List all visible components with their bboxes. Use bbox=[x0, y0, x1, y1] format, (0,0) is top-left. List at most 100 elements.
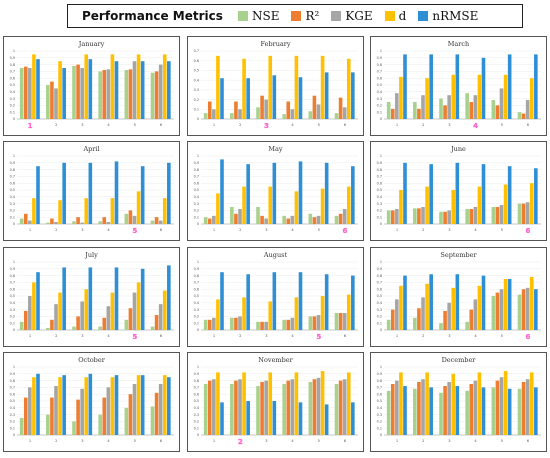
bar bbox=[124, 407, 129, 435]
x-tick-label: 1 bbox=[212, 228, 214, 232]
bar bbox=[241, 372, 246, 435]
bar bbox=[529, 183, 534, 225]
bar bbox=[529, 276, 534, 330]
bar bbox=[207, 319, 212, 330]
bar bbox=[421, 95, 425, 119]
chart-svg: January 0 0.1 0.2 0.3 0.4 0.5 0.6 0.7 0.8 0.9 1 1 2 3 4… bbox=[10, 40, 174, 130]
bar bbox=[124, 319, 129, 330]
bar bbox=[229, 317, 234, 330]
x-tick-label: 4 bbox=[107, 123, 110, 127]
x-tick-label: 2 bbox=[55, 123, 57, 127]
bar bbox=[58, 200, 62, 225]
bar bbox=[229, 207, 234, 225]
bar bbox=[132, 383, 137, 435]
bar bbox=[19, 417, 24, 435]
bar bbox=[455, 385, 460, 435]
y-tick-label: 0.9 bbox=[193, 161, 198, 165]
bar bbox=[534, 54, 538, 119]
bar bbox=[534, 288, 538, 330]
bar bbox=[106, 69, 111, 119]
y-tick-label: 0.7 bbox=[10, 70, 15, 74]
bar bbox=[350, 402, 355, 435]
bar bbox=[477, 372, 482, 435]
bar bbox=[72, 421, 76, 435]
highlight-tick-label: 6 bbox=[525, 333, 530, 341]
bar bbox=[259, 95, 264, 119]
bar bbox=[525, 202, 530, 225]
x-tick-label: 4 bbox=[474, 439, 477, 443]
bar bbox=[451, 287, 456, 330]
bar bbox=[443, 310, 447, 330]
bar bbox=[517, 112, 522, 119]
y-tick-label: 0.2 bbox=[10, 419, 15, 423]
bar bbox=[110, 54, 115, 119]
y-tick-label: 0.9 bbox=[10, 56, 15, 60]
bar bbox=[219, 159, 224, 225]
x-tick-label: 4 bbox=[107, 228, 110, 232]
y-tick-label: 0.4 bbox=[377, 406, 382, 410]
bar bbox=[298, 77, 302, 119]
bar bbox=[76, 64, 80, 119]
bar bbox=[237, 209, 242, 225]
bar bbox=[28, 68, 32, 119]
bar bbox=[342, 312, 346, 330]
x-tick-label: 5 bbox=[501, 123, 503, 127]
bar bbox=[395, 380, 399, 435]
bar bbox=[521, 203, 526, 225]
x-tick-label: 4 bbox=[291, 228, 294, 232]
bar bbox=[255, 321, 260, 330]
chart-panel-april: April 0 0.1 0.2 0.3 0.4 0.5 0.6 0.7 0.8 0.9 1 1 2 3 4 5 6 bbox=[3, 141, 180, 242]
bar bbox=[162, 375, 167, 435]
bar bbox=[503, 278, 508, 330]
x-tick-label: 3 bbox=[81, 123, 83, 127]
chart-title: February bbox=[260, 40, 290, 48]
bar bbox=[84, 288, 89, 330]
bar bbox=[477, 74, 482, 119]
bar bbox=[281, 216, 286, 225]
bar bbox=[386, 319, 391, 330]
bar bbox=[54, 385, 58, 435]
bar bbox=[338, 97, 342, 119]
y-tick-label: 0.3 bbox=[193, 413, 198, 417]
y-tick-label: 0 bbox=[196, 117, 198, 121]
x-tick-label: 2 bbox=[55, 334, 57, 338]
bar bbox=[136, 191, 141, 225]
bar bbox=[425, 372, 429, 435]
highlight-tick-label: 1 bbox=[28, 122, 33, 130]
bar bbox=[110, 292, 115, 330]
bar bbox=[46, 85, 50, 119]
bar bbox=[517, 203, 522, 225]
bar bbox=[290, 109, 294, 119]
bar bbox=[124, 70, 129, 119]
y-tick-label: 0 bbox=[380, 328, 382, 332]
bar bbox=[32, 281, 36, 330]
bar bbox=[203, 319, 207, 330]
y-tick-label: 0.8 bbox=[193, 379, 198, 383]
bar bbox=[481, 275, 486, 330]
bar bbox=[316, 314, 320, 330]
bar bbox=[439, 212, 443, 225]
x-tick-label: 2 bbox=[239, 228, 241, 232]
y-tick-label: 1 bbox=[13, 154, 15, 158]
bar bbox=[350, 166, 355, 225]
y-tick-label: 0.5 bbox=[193, 69, 198, 73]
x-tick-label: 3 bbox=[265, 228, 267, 232]
bar bbox=[443, 105, 447, 119]
bar bbox=[312, 95, 316, 119]
y-tick-label: 0.3 bbox=[10, 307, 15, 311]
y-tick-label: 0.4 bbox=[193, 406, 198, 410]
bar bbox=[521, 381, 526, 435]
bar bbox=[98, 221, 102, 225]
bar bbox=[429, 54, 433, 119]
bar bbox=[167, 264, 171, 330]
y-tick-label: 0.7 bbox=[193, 49, 198, 53]
legend-label: nRMSE bbox=[432, 9, 479, 23]
y-tick-label: 0.9 bbox=[10, 161, 15, 165]
bar bbox=[150, 406, 155, 435]
bar bbox=[499, 205, 504, 225]
bar bbox=[342, 107, 346, 119]
bar bbox=[58, 61, 62, 119]
x-tick-label: 5 bbox=[501, 228, 503, 232]
y-tick-label: 0.4 bbox=[10, 406, 15, 410]
y-tick-label: 0 bbox=[196, 433, 198, 437]
